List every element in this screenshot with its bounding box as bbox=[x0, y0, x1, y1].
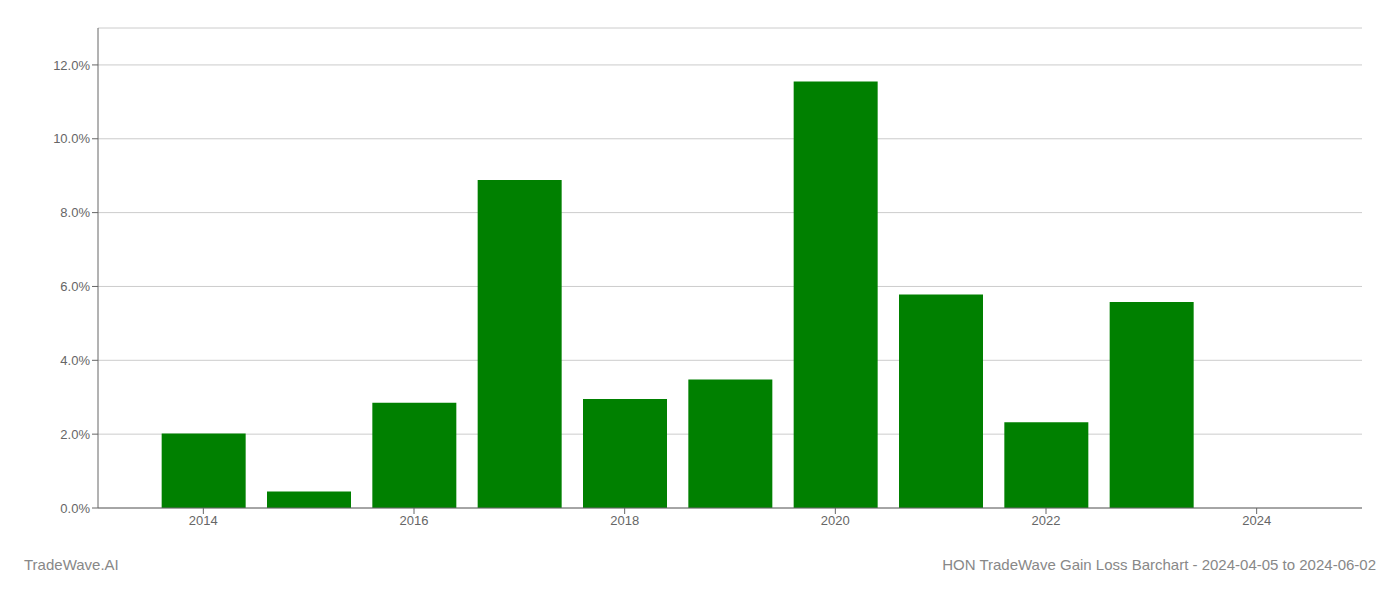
svg-text:2016: 2016 bbox=[400, 513, 429, 528]
svg-text:4.0%: 4.0% bbox=[60, 353, 90, 368]
svg-text:2.0%: 2.0% bbox=[60, 427, 90, 442]
svg-text:2024: 2024 bbox=[1242, 513, 1271, 528]
svg-text:12.0%: 12.0% bbox=[53, 58, 90, 73]
svg-text:8.0%: 8.0% bbox=[60, 205, 90, 220]
svg-text:2018: 2018 bbox=[610, 513, 639, 528]
svg-text:0.0%: 0.0% bbox=[60, 501, 90, 516]
svg-text:2014: 2014 bbox=[189, 513, 218, 528]
svg-text:6.0%: 6.0% bbox=[60, 279, 90, 294]
svg-text:2020: 2020 bbox=[821, 513, 850, 528]
html-text:TradeWave.AI: TradeWave.AI bbox=[24, 556, 119, 573]
svg-text:10.0%: 10.0% bbox=[53, 131, 90, 146]
html-text:HON TradeWave Gain Loss Barcha: HON TradeWave Gain Loss Barchart - 2024-… bbox=[942, 556, 1376, 573]
svg-text:2022: 2022 bbox=[1032, 513, 1061, 528]
